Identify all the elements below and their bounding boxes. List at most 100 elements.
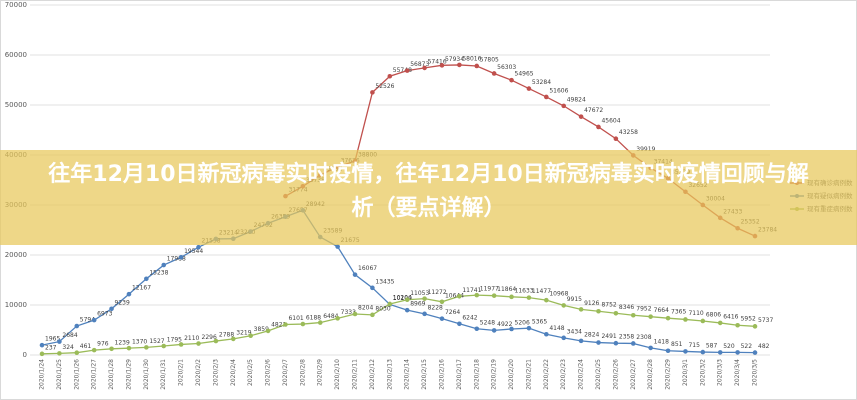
point: [230, 336, 236, 342]
x-tick-label: 2020/2/8: [299, 359, 306, 386]
value-label: 9239: [115, 299, 130, 306]
point: [91, 317, 97, 323]
value-label: 7333: [341, 309, 356, 316]
point: [283, 322, 288, 327]
value-label: 8030: [375, 305, 390, 312]
x-tick-label: 2020/2/6: [265, 359, 272, 386]
point: [474, 326, 480, 332]
value-label: 4148: [549, 325, 564, 332]
point: [509, 326, 514, 332]
point: [561, 103, 567, 109]
value-label: 5206: [515, 319, 530, 326]
x-tick-label: 2020/2/4: [230, 359, 237, 386]
x-tick-label: 2020/3/2: [699, 359, 706, 386]
x-tick-label: 2020/2/28: [647, 359, 654, 390]
point: [665, 315, 671, 321]
value-label: 6973: [97, 311, 112, 318]
x-tick-label: 2020/2/16: [438, 359, 445, 390]
point: [196, 341, 201, 346]
value-label: 6242: [462, 314, 477, 321]
value-label: 56303: [497, 64, 516, 71]
point: [630, 312, 636, 318]
value-label: 3859: [254, 326, 269, 333]
point: [74, 350, 80, 355]
value-label: 11477: [532, 288, 551, 295]
value-label: 12167: [132, 285, 151, 292]
point: [439, 316, 445, 321]
point: [370, 90, 375, 95]
x-tick-label: 2020/3/5: [752, 359, 759, 386]
value-label: 2308: [636, 334, 651, 341]
value-label: 57416: [428, 58, 447, 65]
value-label: 7664: [654, 307, 669, 314]
x-tick-label: 2020/2/21: [525, 359, 532, 390]
point: [491, 71, 497, 76]
x-tick-label: 2020/2/9: [317, 359, 324, 386]
point: [544, 297, 549, 303]
point: [144, 276, 149, 282]
value-label: 55748: [393, 67, 412, 74]
value-label: 7365: [671, 309, 686, 316]
series-line: [41, 294, 756, 355]
point: [717, 350, 723, 355]
point: [387, 301, 393, 307]
point: [526, 325, 532, 331]
point: [335, 316, 340, 321]
value-label: 10204: [393, 294, 412, 301]
point: [578, 307, 584, 312]
value-label: 587: [706, 343, 718, 350]
point: [474, 292, 480, 298]
value-label: 5248: [480, 319, 495, 326]
value-label: 11633: [515, 287, 534, 294]
value-label: 6806: [706, 311, 721, 318]
point: [665, 348, 671, 354]
point: [561, 335, 567, 341]
value-label: 2296: [202, 334, 217, 341]
banner-title: 往年12月10日新冠病毒实时疫情，往年12月10日新冠病毒实时疫情回顾与解析（要…: [48, 162, 809, 221]
point: [404, 68, 410, 73]
point: [700, 349, 706, 355]
point: [457, 321, 462, 327]
y-tick-label: 0: [23, 351, 27, 359]
x-tick-label: 2020/2/24: [578, 359, 585, 390]
point: [578, 338, 584, 344]
value-label: 52526: [375, 83, 394, 90]
x-tick-label: 2020/2/5: [247, 359, 254, 386]
value-label: 51606: [549, 87, 568, 94]
x-tick-label: 2020/2/22: [543, 359, 550, 390]
x-tick-label: 2020/2/12: [369, 359, 376, 390]
point: [439, 299, 445, 305]
y-tick-label: 10000: [5, 301, 27, 309]
value-label: 8752: [601, 302, 616, 309]
x-tick-label: 2020/2/26: [612, 359, 619, 390]
point: [509, 294, 514, 300]
x-tick-label: 2020/2/10: [334, 359, 341, 390]
series-line: [41, 209, 756, 354]
value-label: 976: [97, 341, 109, 348]
value-label: 16067: [358, 265, 377, 272]
x-tick-label: 2020/1/24: [39, 359, 46, 390]
value-label: 54965: [515, 71, 534, 78]
value-label: 56873: [410, 61, 429, 68]
x-tick-label: 2020/2/19: [491, 359, 498, 390]
value-label: 11272: [428, 289, 447, 296]
x-tick-label: 2020/1/26: [73, 359, 80, 390]
value-label: 8969: [410, 301, 425, 308]
x-tick-label: 2020/2/14: [404, 359, 411, 390]
value-label: 2824: [584, 331, 599, 338]
point: [735, 350, 740, 355]
point: [213, 338, 219, 344]
y-tick-label: 20000: [5, 251, 27, 259]
point: [178, 342, 184, 347]
x-tick-label: 2020/2/18: [473, 359, 480, 390]
value-label: 3219: [236, 329, 251, 336]
value-label: 2491: [601, 333, 616, 340]
value-label: 6484: [323, 313, 338, 320]
point: [109, 346, 114, 352]
point: [404, 307, 410, 313]
value-label: 2358: [619, 334, 634, 341]
y-tick-label: 70000: [5, 1, 27, 9]
x-tick-label: 2020/1/30: [143, 359, 150, 390]
point: [370, 312, 375, 318]
